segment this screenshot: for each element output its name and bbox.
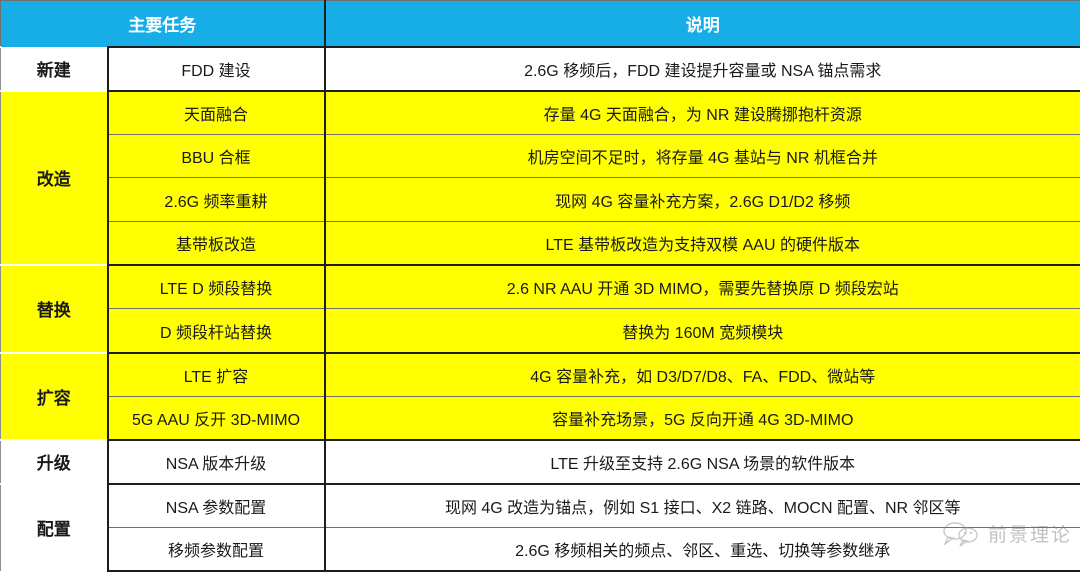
table-row: BBU 合框机房空间不足时，将存量 4G 基站与 NR 机框合并 [1,134,1080,178]
task-cell: 基带板改造 [108,222,325,266]
task-cell: NSA 参数配置 [108,484,325,528]
header-row: 主要任务 说明 [1,1,1080,48]
description-cell: LTE 升级至支持 2.6G NSA 场景的软件版本 [325,440,1080,484]
description-cell: 现网 4G 容量补充方案，2.6G D1/D2 移频 [325,178,1080,222]
description-cell: 替换为 160M 宽频模块 [325,309,1080,353]
category-cell: 扩容 [1,353,108,440]
task-cell: D 频段杆站替换 [108,309,325,353]
task-cell: FDD 建设 [108,47,325,91]
description-cell: 4G 容量补充，如 D3/D7/D8、FA、FDD、微站等 [325,353,1080,397]
category-cell: 替换 [1,265,108,352]
task-cell: LTE D 频段替换 [108,265,325,309]
task-cell: BBU 合框 [108,134,325,178]
table-row: 2.6G 频率重耕现网 4G 容量补充方案，2.6G D1/D2 移频 [1,178,1080,222]
category-cell: 升级 [1,440,108,484]
task-cell: 天面融合 [108,91,325,135]
description-cell: 2.6G 移频后，FDD 建设提升容量或 NSA 锚点需求 [325,47,1080,91]
category-cell: 改造 [1,91,108,266]
table-row: 改造天面融合存量 4G 天面融合，为 NR 建设腾挪抱杆资源 [1,91,1080,135]
table-header: 主要任务 说明 [1,1,1080,48]
description-cell: 容量补充场景，5G 反向开通 4G 3D-MIMO [325,396,1080,440]
header-main-task: 主要任务 [1,1,325,48]
description-cell: 2.6 NR AAU 开通 3D MIMO，需要先替换原 D 频段宏站 [325,265,1080,309]
category-cell: 新建 [1,47,108,91]
description-cell: 2.6G 移频相关的频点、邻区、重选、切换等参数继承 [325,527,1080,571]
description-cell: 存量 4G 天面融合，为 NR 建设腾挪抱杆资源 [325,91,1080,135]
description-cell: 现网 4G 改造为锚点，例如 S1 接口、X2 链路、MOCN 配置、NR 邻区… [325,484,1080,528]
table-row: D 频段杆站替换替换为 160M 宽频模块 [1,309,1080,353]
category-cell: 配置 [1,484,108,571]
task-cell: 2.6G 频率重耕 [108,178,325,222]
task-cell: 移频参数配置 [108,527,325,571]
description-cell: LTE 基带板改造为支持双模 AAU 的硬件版本 [325,222,1080,266]
task-cell: NSA 版本升级 [108,440,325,484]
task-cell: LTE 扩容 [108,353,325,397]
task-cell: 5G AAU 反开 3D-MIMO [108,396,325,440]
header-description: 说明 [325,1,1080,48]
description-cell: 机房空间不足时，将存量 4G 基站与 NR 机框合并 [325,134,1080,178]
